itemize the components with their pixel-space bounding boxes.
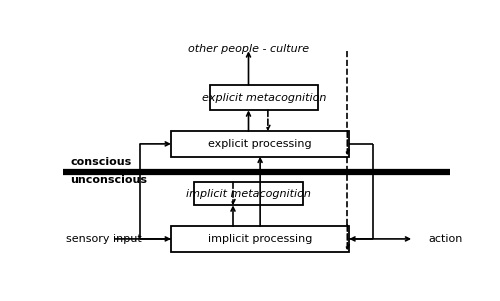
Text: implicit metacognition: implicit metacognition [186, 189, 311, 199]
FancyArrowPatch shape [231, 207, 235, 226]
Text: implicit processing: implicit processing [208, 234, 312, 244]
FancyBboxPatch shape [210, 85, 318, 110]
FancyBboxPatch shape [171, 226, 349, 252]
FancyArrowPatch shape [115, 237, 169, 241]
FancyArrowPatch shape [231, 182, 235, 203]
FancyArrowPatch shape [349, 237, 410, 241]
FancyArrowPatch shape [258, 159, 262, 226]
FancyArrowPatch shape [346, 131, 350, 154]
Text: action: action [428, 234, 463, 244]
FancyArrowPatch shape [246, 53, 250, 85]
FancyBboxPatch shape [194, 182, 303, 205]
Text: unconscious: unconscious [70, 175, 147, 185]
Text: conscious: conscious [70, 157, 132, 167]
FancyArrowPatch shape [140, 142, 169, 146]
FancyArrowPatch shape [346, 225, 350, 249]
FancyArrowPatch shape [246, 112, 250, 131]
Text: explicit processing: explicit processing [208, 139, 312, 149]
Text: explicit metacognition: explicit metacognition [202, 92, 326, 103]
Text: other people - culture: other people - culture [188, 44, 309, 54]
FancyBboxPatch shape [171, 131, 349, 157]
Text: sensory input: sensory input [66, 234, 142, 244]
FancyArrowPatch shape [351, 237, 372, 241]
FancyArrowPatch shape [266, 110, 270, 129]
